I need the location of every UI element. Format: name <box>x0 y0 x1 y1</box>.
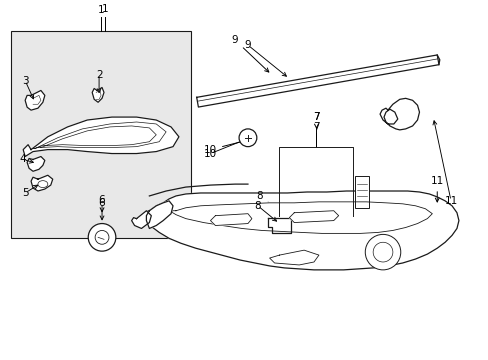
Text: 7: 7 <box>312 112 319 122</box>
Text: 7: 7 <box>312 122 319 132</box>
Polygon shape <box>146 201 173 229</box>
Text: 9: 9 <box>231 35 268 72</box>
Text: 5: 5 <box>22 188 28 198</box>
Polygon shape <box>171 202 431 233</box>
Text: 3: 3 <box>22 76 28 86</box>
Circle shape <box>239 129 256 147</box>
Polygon shape <box>196 55 438 107</box>
Polygon shape <box>379 98 419 130</box>
Text: 9: 9 <box>244 40 251 50</box>
Text: 7: 7 <box>312 112 319 128</box>
Text: 11: 11 <box>430 176 443 202</box>
Polygon shape <box>267 218 291 233</box>
Text: 8: 8 <box>256 191 276 208</box>
Text: 6: 6 <box>99 195 105 212</box>
Bar <box>11 31 190 238</box>
Polygon shape <box>31 175 53 191</box>
Circle shape <box>365 234 400 270</box>
Text: 1: 1 <box>101 4 108 14</box>
Polygon shape <box>143 191 458 270</box>
Polygon shape <box>23 117 179 157</box>
Circle shape <box>95 230 109 244</box>
Text: 11: 11 <box>444 196 457 206</box>
Text: 2: 2 <box>96 70 102 80</box>
Text: 4: 4 <box>20 154 26 165</box>
Polygon shape <box>131 211 151 229</box>
Polygon shape <box>25 90 45 110</box>
Text: 6: 6 <box>99 198 105 208</box>
Polygon shape <box>92 87 104 102</box>
Polygon shape <box>27 157 45 171</box>
Polygon shape <box>269 250 318 265</box>
Polygon shape <box>289 211 338 222</box>
Circle shape <box>372 242 392 262</box>
Ellipse shape <box>38 181 48 188</box>
Bar <box>355 176 368 208</box>
Text: 10: 10 <box>203 138 253 154</box>
Text: 10: 10 <box>203 149 217 158</box>
Circle shape <box>88 224 116 251</box>
Text: 8: 8 <box>254 201 261 211</box>
Polygon shape <box>210 214 251 225</box>
Text: 1: 1 <box>98 5 104 14</box>
